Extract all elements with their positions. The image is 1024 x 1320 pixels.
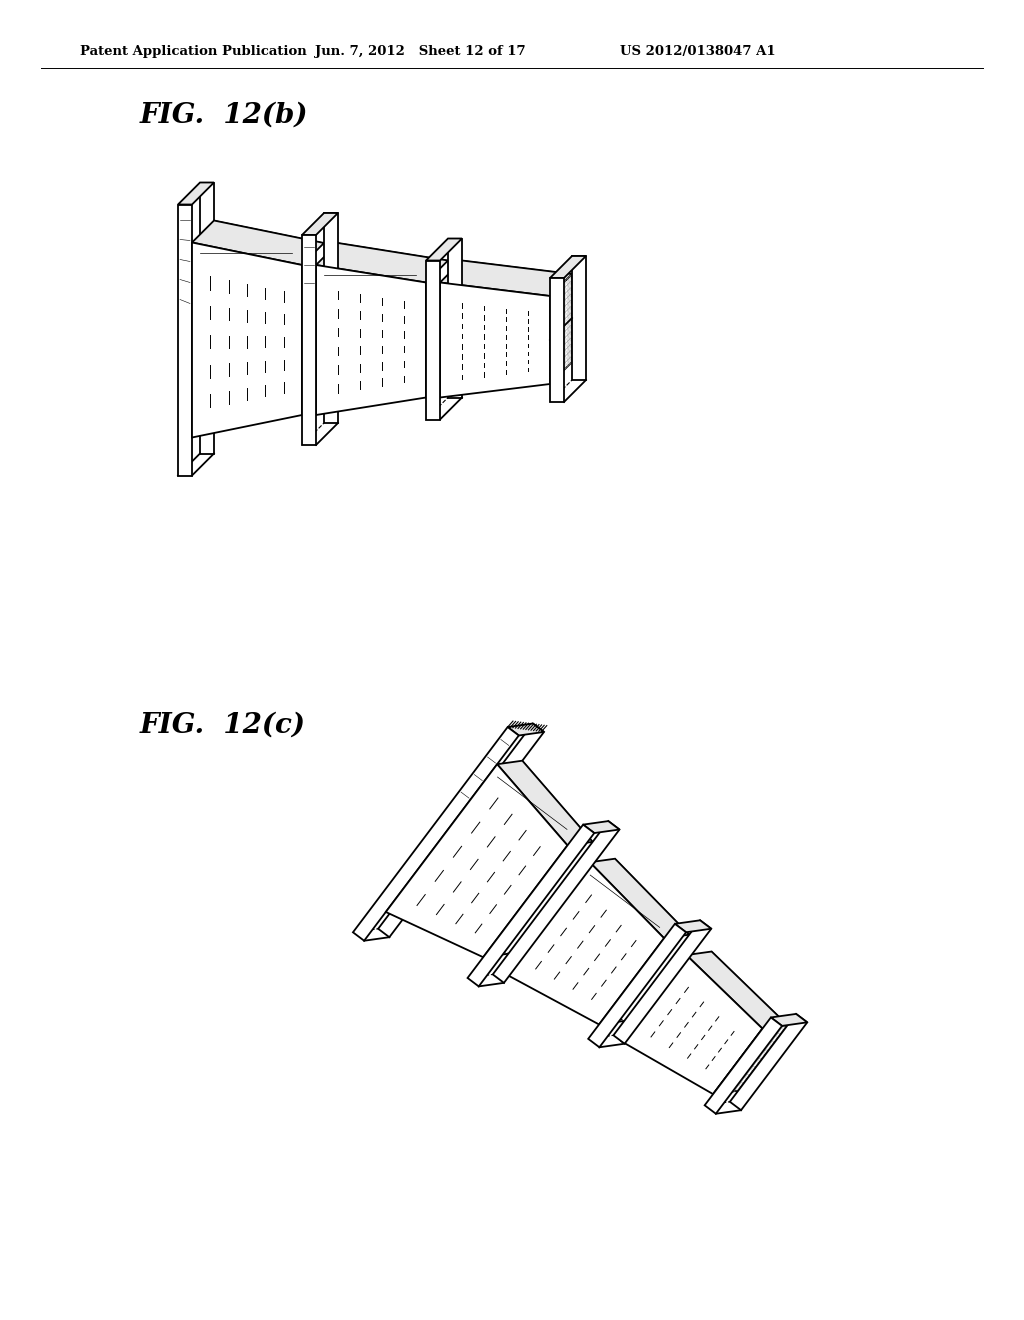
Polygon shape: [572, 256, 586, 380]
Polygon shape: [686, 952, 787, 1028]
Polygon shape: [426, 260, 440, 420]
Polygon shape: [316, 265, 426, 414]
Polygon shape: [386, 764, 567, 957]
Text: Patent Application Publication: Patent Application Publication: [80, 45, 307, 58]
Polygon shape: [440, 282, 550, 397]
Polygon shape: [497, 760, 593, 845]
Polygon shape: [730, 1014, 807, 1110]
Polygon shape: [440, 260, 572, 296]
Text: US 2012/0138047 A1: US 2012/0138047 A1: [620, 45, 775, 58]
Text: Jun. 7, 2012   Sheet 12 of 17: Jun. 7, 2012 Sheet 12 of 17: [314, 45, 525, 58]
Polygon shape: [193, 220, 324, 265]
Polygon shape: [324, 213, 338, 422]
Text: FIG.  12(b): FIG. 12(b): [140, 102, 308, 128]
Polygon shape: [449, 239, 462, 397]
Polygon shape: [550, 279, 564, 403]
Polygon shape: [302, 213, 338, 235]
Polygon shape: [613, 920, 712, 1044]
Polygon shape: [583, 821, 620, 833]
Polygon shape: [506, 862, 664, 1024]
Polygon shape: [713, 1026, 787, 1094]
Polygon shape: [622, 956, 763, 1094]
Polygon shape: [675, 920, 712, 932]
Polygon shape: [550, 256, 586, 279]
Polygon shape: [200, 182, 214, 454]
Polygon shape: [508, 723, 544, 735]
Polygon shape: [353, 727, 519, 941]
Polygon shape: [493, 821, 620, 983]
Polygon shape: [193, 243, 302, 437]
Polygon shape: [588, 924, 686, 1047]
Polygon shape: [771, 1014, 807, 1026]
Polygon shape: [468, 825, 594, 986]
Polygon shape: [178, 182, 214, 205]
Polygon shape: [705, 1018, 782, 1114]
Polygon shape: [550, 275, 572, 384]
Polygon shape: [378, 723, 544, 937]
Polygon shape: [302, 235, 316, 445]
Polygon shape: [316, 243, 449, 282]
Polygon shape: [590, 859, 689, 939]
Polygon shape: [178, 205, 193, 475]
Text: FIG.  12(c): FIG. 12(c): [140, 711, 306, 738]
Polygon shape: [426, 239, 462, 260]
